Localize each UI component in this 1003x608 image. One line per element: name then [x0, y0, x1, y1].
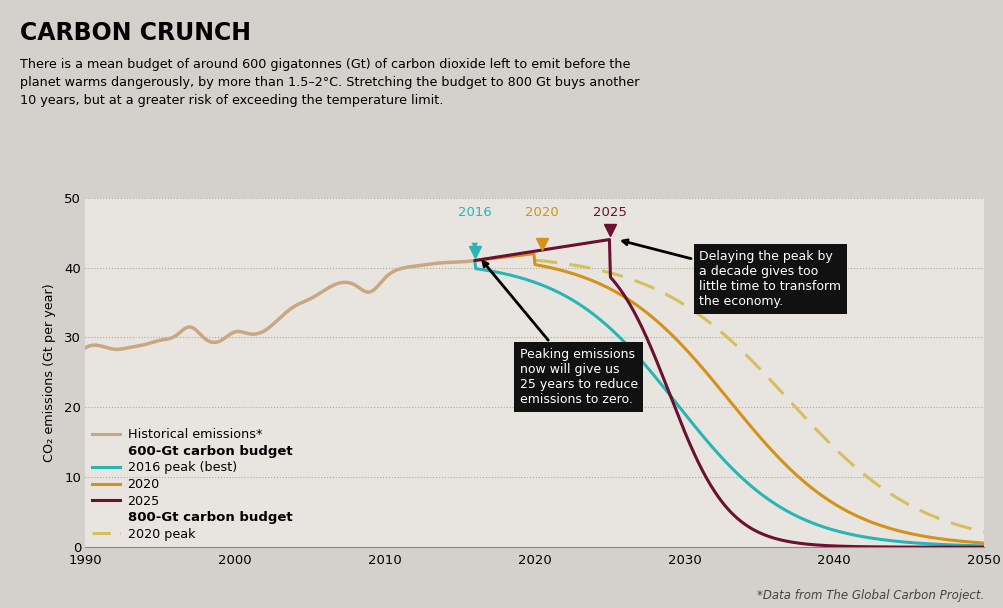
- Text: 2016: 2016: [457, 206, 491, 219]
- Text: 2025: 2025: [592, 206, 626, 219]
- Text: 2020: 2020: [525, 206, 559, 219]
- Y-axis label: CO₂ emissions (Gt per year): CO₂ emissions (Gt per year): [43, 283, 56, 461]
- Text: Peaking emissions
now will give us
25 years to reduce
emissions to zero.: Peaking emissions now will give us 25 ye…: [482, 261, 637, 406]
- Text: Delaying the peak by
a decade gives too
little time to transform
the economy.: Delaying the peak by a decade gives too …: [622, 240, 841, 308]
- Text: CARBON CRUNCH: CARBON CRUNCH: [20, 21, 251, 45]
- Text: *Data from The Global Carbon Project.: *Data from The Global Carbon Project.: [756, 589, 983, 602]
- Text: There is a mean budget of around 600 gigatonnes (Gt) of carbon dioxide left to e: There is a mean budget of around 600 gig…: [20, 58, 639, 107]
- Legend: Historical emissions*, 600-Gt carbon budget, 2016 peak (best), 2020, 2025, 800-G: Historical emissions*, 600-Gt carbon bud…: [91, 429, 292, 541]
